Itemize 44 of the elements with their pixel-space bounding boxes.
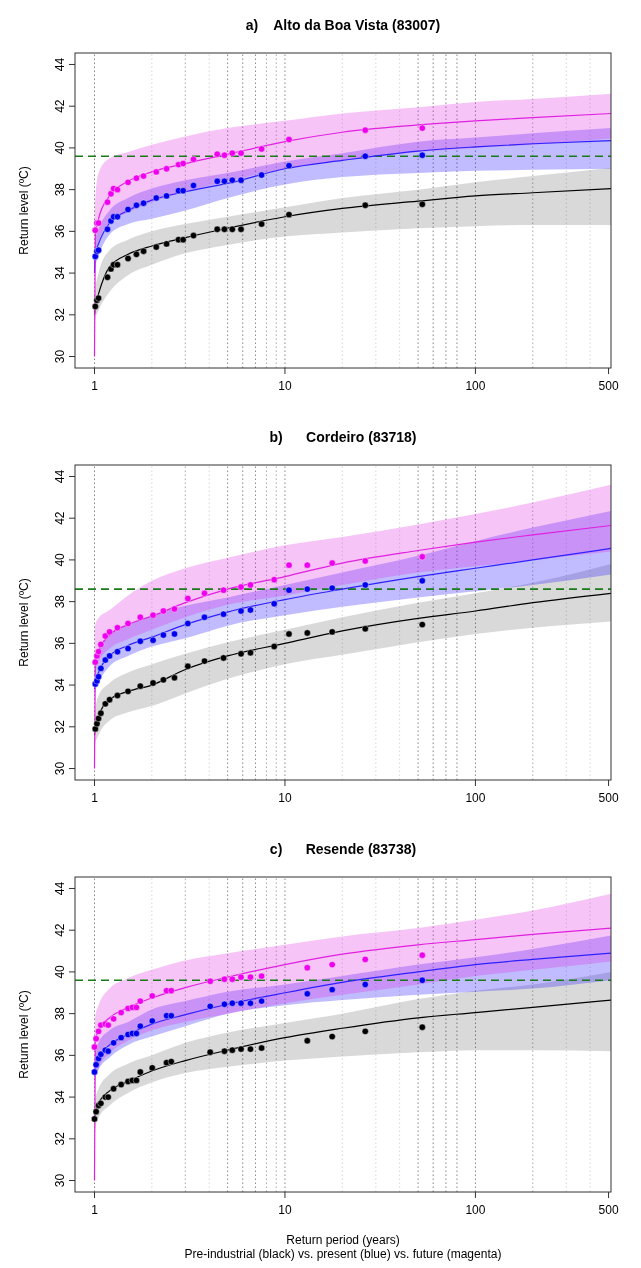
y-tick-label: 40 xyxy=(53,552,67,567)
y-tick-label: 40 xyxy=(53,964,67,979)
y-axis-title: Return level (ºC) xyxy=(17,578,31,667)
y-tick-label: 38 xyxy=(53,182,67,197)
y-axis-title: Return level (ºC) xyxy=(17,166,31,255)
x-tick-label: 100 xyxy=(465,791,486,805)
y-tick-label: 36 xyxy=(53,1048,67,1063)
x-tick-label: 500 xyxy=(598,379,619,393)
y-tick-label: 34 xyxy=(53,266,67,280)
y-tick-label: 44 xyxy=(53,881,67,896)
x-tick-label: 100 xyxy=(465,379,486,393)
y-tick-label: 34 xyxy=(53,678,67,692)
y-tick-label: 42 xyxy=(53,99,67,113)
text: Pre-industrial (black) vs. present (blue) vs. future (magenta) xyxy=(184,1247,502,1261)
y-tick-label: 40 xyxy=(53,140,67,155)
y-tick-label: 42 xyxy=(53,511,67,525)
chart-title: c) Resende (83738) xyxy=(269,841,417,857)
y-tick-label: 32 xyxy=(53,1131,67,1146)
x-tick-label: 10 xyxy=(278,1203,292,1217)
y-tick-label: 32 xyxy=(53,719,67,734)
y-tick-label: 42 xyxy=(53,923,67,937)
x-tick-label: 1 xyxy=(91,1203,99,1217)
y-tick-label: 36 xyxy=(53,636,67,651)
x-tick-label: 1 xyxy=(91,379,99,393)
y-tick-label: 30 xyxy=(53,1173,67,1188)
x-axis-title: Return period (years) xyxy=(286,1233,400,1247)
chart-title: a) Alto da Boa Vista (83007) xyxy=(245,17,441,33)
y-axis-title: Return level (ºC) xyxy=(17,990,31,1079)
y-tick-label: 44 xyxy=(53,57,67,72)
y-tick-label: 30 xyxy=(53,761,67,776)
y-tick-label: 34 xyxy=(53,1090,67,1104)
y-tick-label: 38 xyxy=(53,1006,67,1021)
y-tick-label: 32 xyxy=(53,307,67,322)
y-tick-label: 30 xyxy=(53,349,67,364)
x-tick-label: 500 xyxy=(598,1203,619,1217)
y-tick-label: 36 xyxy=(53,224,67,239)
chart-title: b) Cordeiro (83718) xyxy=(269,429,417,445)
x-tick-label: 10 xyxy=(278,791,292,805)
x-tick-label: 10 xyxy=(278,379,292,393)
y-tick-label: 38 xyxy=(53,594,67,609)
x-tick-label: 1 xyxy=(91,791,99,805)
x-tick-label: 100 xyxy=(465,1203,486,1217)
x-tick-label: 500 xyxy=(598,791,619,805)
y-tick-label: 44 xyxy=(53,469,67,484)
